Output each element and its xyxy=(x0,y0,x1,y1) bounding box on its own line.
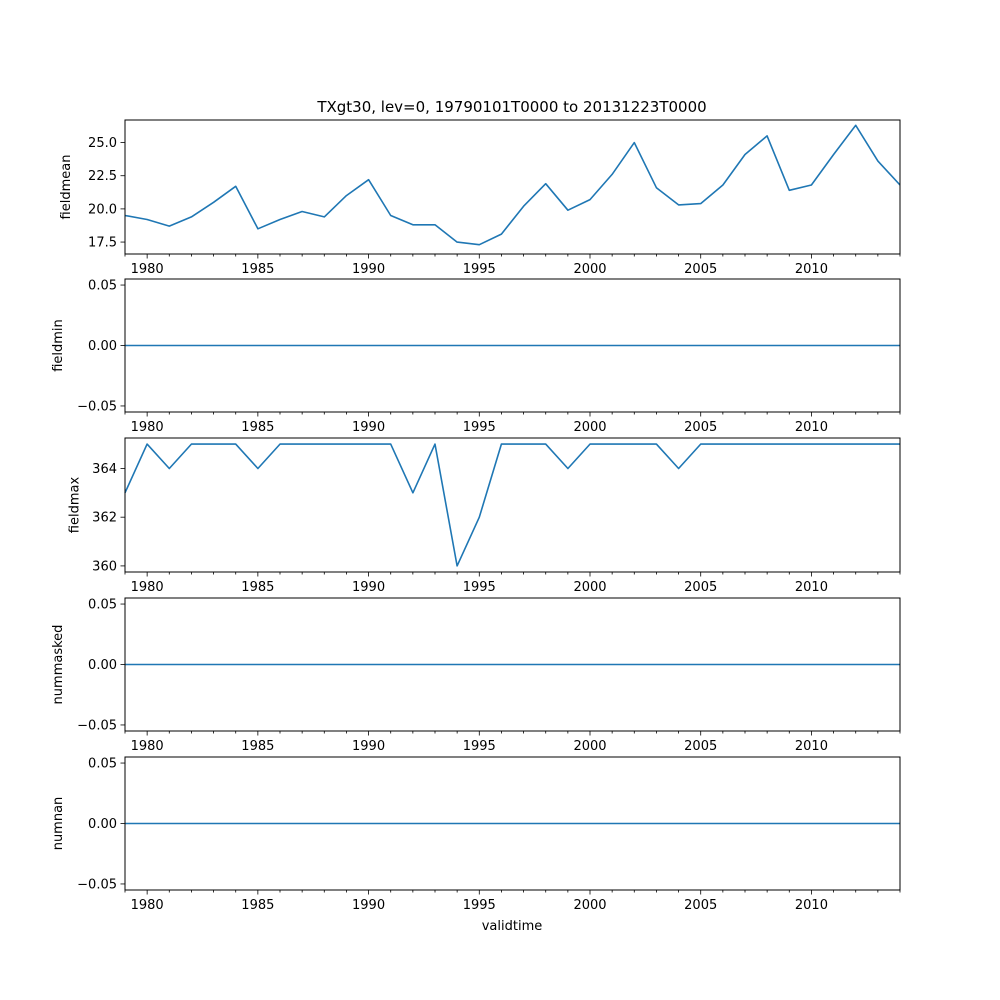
x-tick-label: 2000 xyxy=(573,262,606,277)
y-tick-label: 22.5 xyxy=(88,169,117,184)
x-tick-label: 2010 xyxy=(795,898,828,913)
x-tick-label: 1995 xyxy=(463,580,496,595)
x-tick-label: 1985 xyxy=(241,262,274,277)
x-tick-label: 1990 xyxy=(352,739,385,754)
x-tick-label: 1990 xyxy=(352,898,385,913)
x-tick-label: 2005 xyxy=(684,898,717,913)
x-tick-label: 2010 xyxy=(795,262,828,277)
panel-fieldmean: 1980 1985 1990 1995 2000 2005 2010 17.5 20.0 22.5… xyxy=(59,119,901,277)
x-tick-label: 1990 xyxy=(352,262,385,277)
chart-title: TXgt30, lev=0, 19790101T0000 to 20131223… xyxy=(316,98,706,116)
x-tick-label: 1990 xyxy=(352,580,385,595)
x-tick-label: 2005 xyxy=(684,262,717,277)
x-tick-label: 1980 xyxy=(131,420,164,435)
y-tick-label: 0.05 xyxy=(88,757,117,772)
y-tick-label: 0.05 xyxy=(88,598,117,613)
x-tick-label: 1995 xyxy=(463,739,496,754)
y-axis-label-fieldmax: fieldmax xyxy=(67,477,82,534)
y-tick-label: 0.00 xyxy=(88,817,117,832)
y-tick-label: −0.05 xyxy=(77,718,117,733)
x-tick-label: 2005 xyxy=(684,739,717,754)
y-tick-label: 17.5 xyxy=(88,236,117,251)
x-tick-label: 2010 xyxy=(795,739,828,754)
y-tick-label: 20.0 xyxy=(88,202,117,217)
series-line-fieldmax xyxy=(124,443,900,567)
series-line-fieldmean xyxy=(124,124,901,246)
y-axis-label-fieldmean: fieldmean xyxy=(59,155,74,220)
panels: 1980 1985 1990 1995 2000 2005 2010 17.5 20.0 22.5… xyxy=(51,119,901,913)
axes-frame-fieldmean xyxy=(124,119,901,255)
panel-fieldmin: 1980 1985 1990 1995 2000 2005 2010 −0.05 0.00 0.0… xyxy=(51,278,901,435)
x-tick-label: 2000 xyxy=(573,898,606,913)
y-tick-label: 0.05 xyxy=(88,279,117,294)
x-tick-label: 2000 xyxy=(573,580,606,595)
y-axis-label-numnan: numnan xyxy=(51,797,66,851)
x-tick-label: 1985 xyxy=(241,580,274,595)
y-tick-label: 25.0 xyxy=(88,136,117,151)
x-tick-label: 1990 xyxy=(352,420,385,435)
x-axis-label: validtime xyxy=(482,919,543,934)
y-tick-label: −0.05 xyxy=(77,877,117,892)
y-tick-label: −0.05 xyxy=(77,399,117,414)
panel-numnan: 1980 1985 1990 1995 2000 2005 2010 −0.05 0.00 0.0… xyxy=(51,756,901,913)
x-tick-label: 1995 xyxy=(463,420,496,435)
x-tick-label: 2010 xyxy=(795,580,828,595)
y-tick-label: 364 xyxy=(92,462,117,477)
y-axis-label-fieldmin: fieldmin xyxy=(51,319,66,372)
x-tick-label: 1985 xyxy=(241,898,274,913)
x-tick-label: 1980 xyxy=(131,898,164,913)
x-tick-label: 2000 xyxy=(573,420,606,435)
x-tick-label: 2000 xyxy=(573,739,606,754)
x-tick-label: 1995 xyxy=(463,898,496,913)
y-tick-label: 362 xyxy=(92,511,117,526)
x-tick-label: 2010 xyxy=(795,420,828,435)
x-tick-label: 1985 xyxy=(241,420,274,435)
x-tick-label: 2005 xyxy=(684,580,717,595)
x-tick-label: 1980 xyxy=(131,262,164,277)
panel-fieldmax: 1980 1985 1990 1995 2000 2005 2010 360 362 364 fie… xyxy=(67,437,901,595)
y-tick-label: 0.00 xyxy=(88,658,117,673)
x-tick-label: 1985 xyxy=(241,739,274,754)
panel-nummasked: 1980 1985 1990 1995 2000 2005 2010 −0.05 0.00 0.0… xyxy=(51,597,901,754)
x-tick-label: 1995 xyxy=(463,262,496,277)
y-tick-label: 0.00 xyxy=(88,339,117,354)
x-tick-label: 1980 xyxy=(131,580,164,595)
axes-frame-fieldmax xyxy=(124,437,901,573)
x-tick-label: 2005 xyxy=(684,420,717,435)
y-axis-label-nummasked: nummasked xyxy=(51,625,66,705)
y-tick-label: 360 xyxy=(92,559,117,574)
x-tick-label: 1980 xyxy=(131,739,164,754)
